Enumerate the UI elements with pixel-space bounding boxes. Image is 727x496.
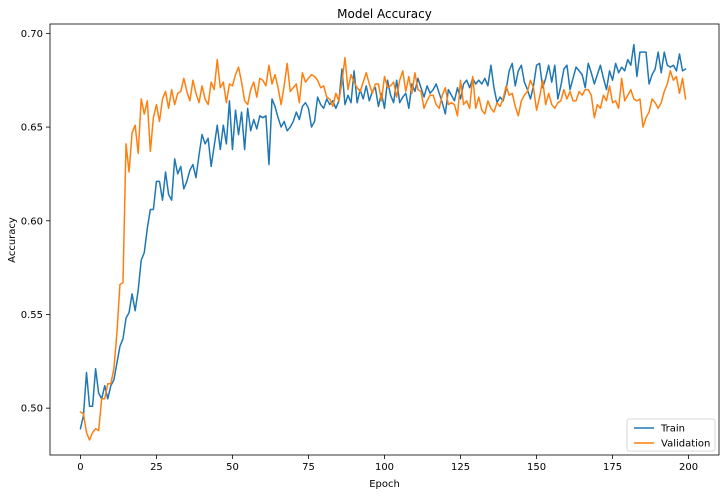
series-line-validation [79, 56, 687, 441]
x-tick-label: 200 [679, 462, 698, 473]
legend-label-train: Train [660, 424, 685, 435]
legend: Train Validation [626, 418, 716, 452]
chart-title: Model Accuracy [337, 7, 432, 21]
y-tick-label: 0.70 [21, 29, 43, 40]
x-tick-label: 25 [150, 462, 163, 473]
x-axis-ticks: 0 25 50 75 100 125 150 175 200 [77, 455, 698, 473]
x-tick-label: 100 [375, 462, 394, 473]
series-layer [79, 43, 687, 441]
y-tick-label: 0.50 [21, 404, 43, 415]
y-tick-label: 0.65 [21, 123, 43, 134]
y-axis-label: Accuracy [7, 217, 18, 263]
legend-label-validation: Validation [661, 439, 710, 450]
x-tick-label: 0 [77, 462, 83, 473]
x-tick-label: 125 [451, 462, 470, 473]
x-axis-label: Epoch [369, 479, 400, 490]
x-tick-label: 50 [226, 462, 239, 473]
y-tick-label: 0.55 [21, 310, 43, 321]
x-tick-label: 75 [302, 462, 315, 473]
series-line-train [79, 43, 687, 430]
x-tick-label: 150 [527, 462, 546, 473]
y-axis-ticks: 0.50 0.55 0.60 0.65 0.70 [21, 29, 50, 415]
x-tick-label: 175 [603, 462, 622, 473]
y-tick-label: 0.60 [21, 216, 43, 227]
